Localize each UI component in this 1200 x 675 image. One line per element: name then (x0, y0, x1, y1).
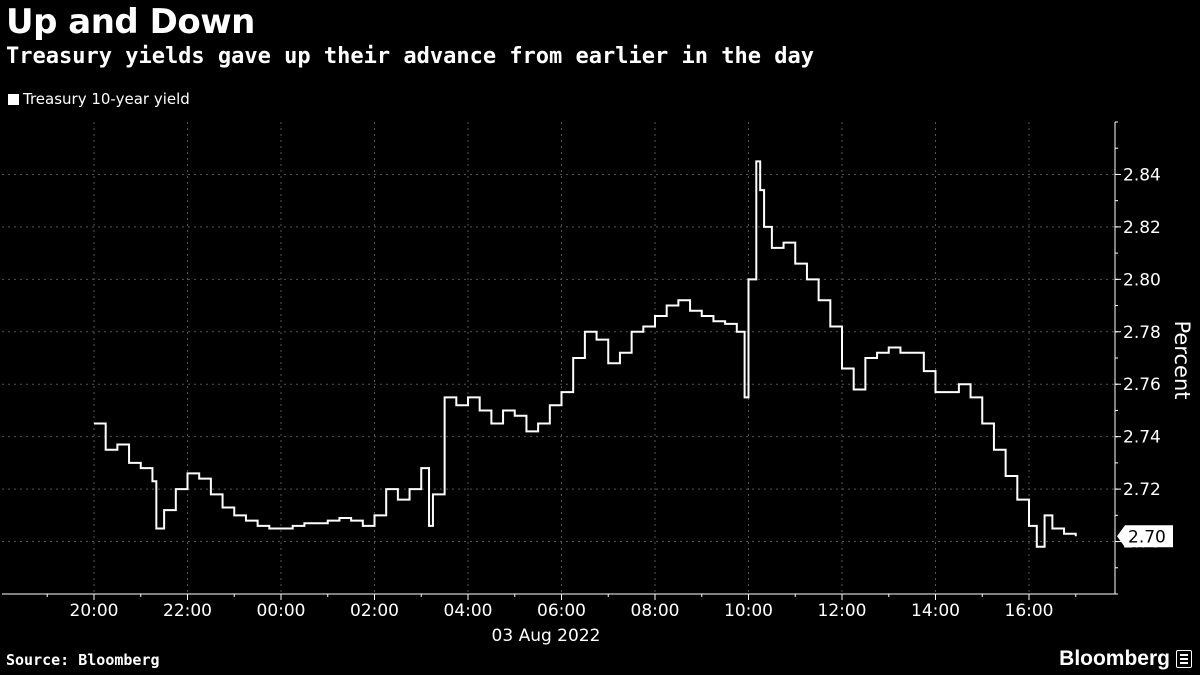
x-tick-label: 08:00 (631, 601, 680, 621)
y-tick-label: 2.84 (1123, 165, 1161, 185)
y-tick-label: 2.74 (1123, 428, 1161, 448)
series-line (94, 160, 1077, 548)
y-tick-label: 2.72 (1123, 480, 1161, 500)
x-tick-label: 20:00 (70, 601, 119, 621)
x-tick-label: 22:00 (163, 601, 212, 621)
legend: Treasury 10-year yield (8, 90, 190, 108)
x-tick-label: 02:00 (350, 601, 399, 621)
bloomberg-logo-icon (1176, 650, 1192, 668)
last-value-label: 2.70 (1128, 527, 1166, 547)
last-value-group: 2.70 (1117, 525, 1173, 548)
y-tick-label: 2.76 (1123, 375, 1161, 395)
x-axis-label: 03 Aug 2022 (492, 626, 601, 646)
chart-title: Up and Down (6, 2, 255, 42)
last-value-tag (1117, 525, 1173, 548)
axes (2, 122, 1116, 595)
x-tick-label: 00:00 (257, 601, 306, 621)
x-tick-label: 12:00 (818, 601, 867, 621)
grid-lines (2, 122, 1115, 594)
y-tick-label: 2.78 (1123, 323, 1161, 343)
brand-logo-text: Bloomberg (1059, 647, 1170, 670)
source-note: Source: Bloomberg (6, 651, 160, 669)
y-axis-ticks: 2.702.722.742.762.782.802.822.84 (1115, 121, 1161, 595)
x-axis-ticks: 20:00 22:00 00:00 02:00 04:00 06:00 08:00 10:00… (46, 594, 1077, 621)
x-tick-label: 14:00 (911, 601, 960, 621)
x-tick-label: 04:00 (444, 601, 493, 621)
chart-subtitle: Treasury yields gave up their advance fr… (6, 44, 814, 69)
legend-swatch (8, 93, 19, 105)
y-axis-label: Percent (1170, 320, 1194, 399)
y-tick-label: 2.80 (1123, 270, 1161, 290)
brand: Bloomberg (1059, 647, 1192, 671)
y-tick-label: 2.82 (1123, 218, 1161, 238)
x-tick-label: 16:00 (1005, 601, 1054, 621)
legend-label: Treasury 10-year yield (23, 90, 190, 108)
x-tick-label: 10:00 (724, 601, 773, 621)
x-tick-label: 06:00 (537, 601, 586, 621)
